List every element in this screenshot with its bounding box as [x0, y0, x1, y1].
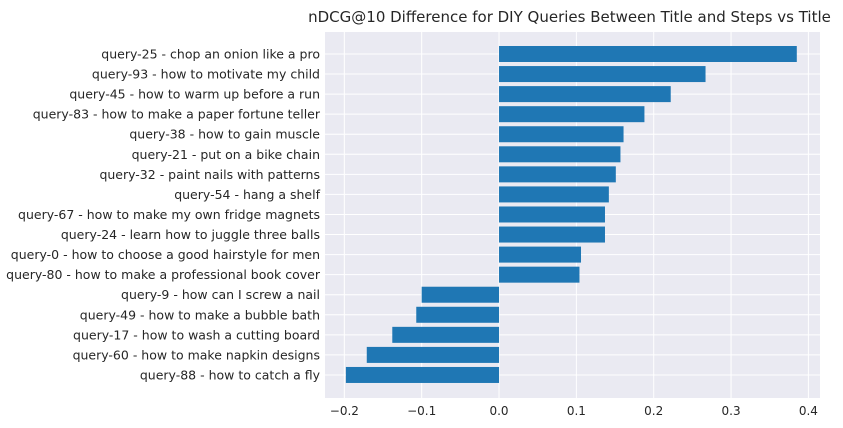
category-label: query-0 - how to choose a good hairstyle…: [11, 247, 320, 262]
bar-11: [499, 266, 580, 283]
bar-2: [499, 86, 671, 103]
bar-15: [366, 346, 500, 363]
category-label: query-93 - how to motivate my child: [92, 67, 320, 82]
category-label: query-67 - how to make my own fridge mag…: [18, 207, 320, 222]
bar-7: [499, 186, 609, 203]
x-tick-label: 0.2: [644, 404, 663, 418]
bar-13: [416, 306, 500, 323]
chart-title: nDCG@10 Difference for DIY Queries Betwe…: [308, 8, 831, 26]
category-label: query-60 - how to make napkin designs: [73, 347, 320, 362]
bar-8: [499, 206, 605, 223]
category-label: query-21 - put on a bike chain: [132, 147, 320, 162]
category-label: query-25 - chop an onion like a pro: [101, 47, 320, 62]
x-tick-label: −0.1: [407, 404, 436, 418]
x-tick-label: 0.3: [722, 404, 741, 418]
category-label: query-80 - how to make a professional bo…: [6, 267, 321, 282]
category-label: query-9 - how can I screw a nail: [121, 287, 320, 302]
category-label: query-88 - how to catch a fly: [140, 367, 321, 382]
bar-4: [499, 126, 624, 143]
x-tick-labels: −0.2 −0.1 0.0 0.1 0.2 0.3 0.4: [330, 404, 818, 418]
x-tick-label: 0.0: [489, 404, 508, 418]
bar-6: [499, 166, 616, 183]
x-tick-label: 0.1: [567, 404, 586, 418]
bar-16: [345, 366, 500, 383]
category-label: query-24 - learn how to juggle three bal…: [61, 227, 320, 242]
bar-10: [499, 246, 582, 263]
bar-3: [499, 106, 645, 123]
category-labels: query-25 - chop an onion like a pro query…: [6, 47, 321, 383]
bar-1: [499, 66, 706, 83]
bars: [345, 46, 797, 383]
category-label: query-38 - how to gain muscle: [129, 127, 320, 142]
category-label: query-17 - how to wash a cutting board: [73, 327, 320, 342]
bar-5: [499, 146, 621, 163]
category-label: query-83 - how to make a paper fortune t…: [33, 107, 321, 122]
category-label: query-32 - paint nails with patterns: [99, 167, 320, 182]
bar-12: [421, 286, 500, 303]
bar-0: [499, 46, 797, 62]
category-label: query-49 - how to make a bubble bath: [80, 307, 320, 322]
category-label: query-45 - how to warm up before a run: [69, 87, 320, 102]
bar-14: [392, 326, 500, 343]
bar-9: [499, 226, 605, 243]
x-tick-label: −0.2: [330, 404, 359, 418]
category-label: query-54 - hang a shelf: [174, 187, 320, 202]
x-tick-label: 0.4: [799, 404, 818, 418]
